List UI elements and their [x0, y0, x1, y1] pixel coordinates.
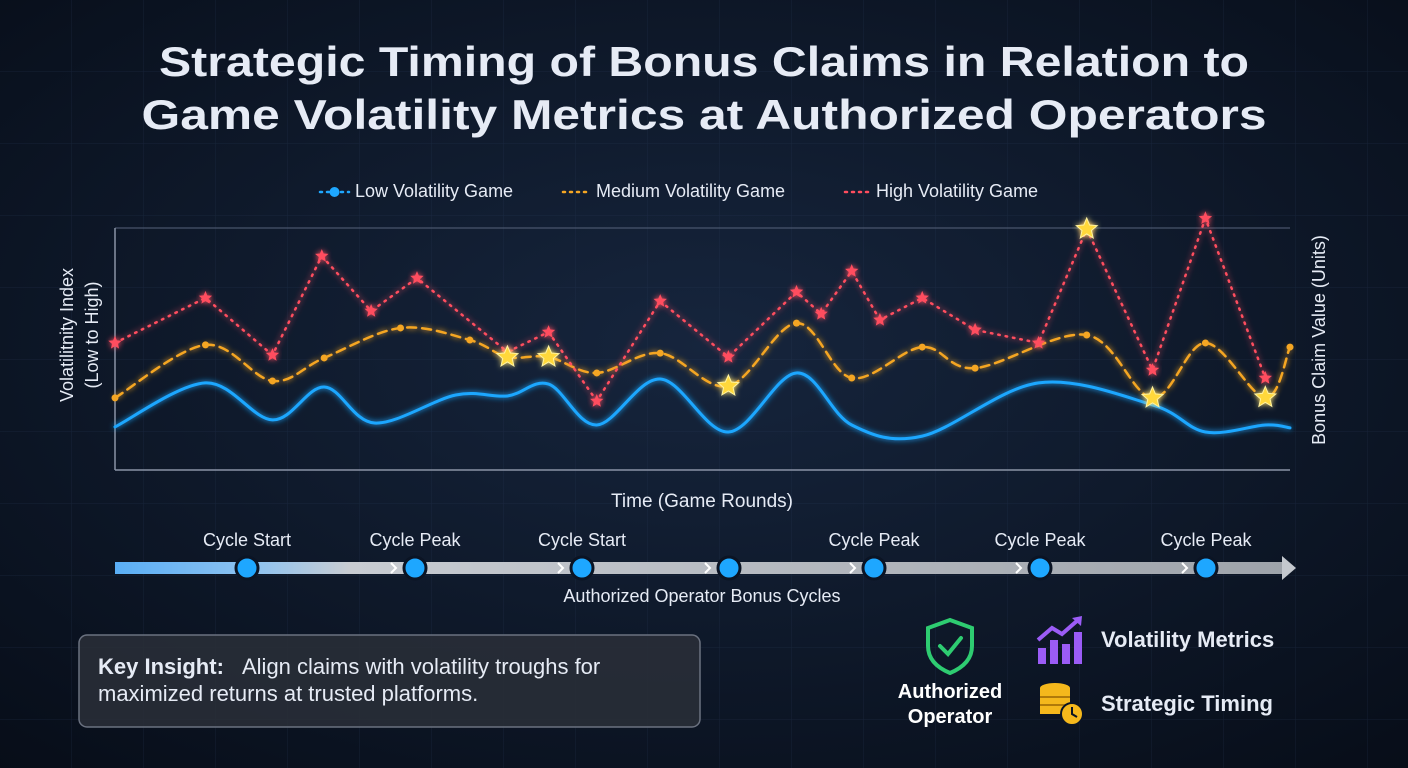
badge-metrics: Volatility Metrics: [1101, 627, 1274, 652]
point: [1145, 363, 1160, 376]
point: [320, 354, 328, 362]
timeline-node: [234, 555, 260, 581]
insight-text: maximized returns at trusted platforms.: [98, 681, 478, 706]
point: [1286, 343, 1294, 351]
claim-star: [716, 373, 741, 396]
claim-star: [536, 344, 561, 367]
timeline-chevron: [390, 562, 398, 574]
legend-swatch: [329, 187, 340, 197]
insight-label: Key Insight:: [98, 654, 224, 679]
point: [1258, 371, 1272, 384]
badge-box: Authorized Operator: [897, 681, 1003, 728]
badge-timing: Strategic Timing: [1101, 691, 1273, 716]
legend-label: Low Volatility Game: [355, 181, 513, 201]
timeline-node: [402, 555, 428, 581]
claim-star: [495, 344, 520, 367]
point: [915, 290, 929, 304]
claim-star: [1253, 385, 1278, 408]
point: [397, 324, 405, 332]
badge-authorized: Authorized Operator: [897, 681, 1003, 728]
timeline-label: Cycle Peak: [994, 530, 1086, 550]
point: [653, 294, 667, 307]
series-line: [113, 214, 1267, 404]
point: [201, 341, 209, 349]
point: [848, 374, 856, 382]
point: [265, 348, 280, 361]
timeline-arrow: [1282, 556, 1296, 580]
point: [590, 394, 604, 407]
point: [656, 349, 664, 357]
point: [814, 306, 828, 320]
timeline-chevron: [1181, 562, 1189, 574]
timeline-chevron: [849, 562, 857, 574]
chart-title: Strategic Timing of Bonus Claims in Rela…: [159, 38, 1249, 85]
timing-icon: [1040, 683, 1084, 726]
point: [968, 322, 982, 336]
insight-text: Align claims with volatility troughs for: [242, 654, 600, 679]
x-axis-label: Time (Game Rounds): [611, 491, 793, 512]
timeline-label: Cycle Peak: [1160, 530, 1252, 550]
insight-box: [78, 634, 701, 728]
series-line: [113, 371, 1292, 441]
chart-title: Game Volatility Metrics at Authorized Op…: [142, 91, 1267, 138]
point: [789, 284, 804, 298]
timeline-chevron: [1015, 562, 1023, 574]
timeline-node: [716, 555, 742, 581]
point: [1083, 331, 1091, 339]
timeline-chevron: [704, 562, 712, 574]
point: [1031, 335, 1046, 349]
y2-axis-label: Bonus Claim Value (Units): [1309, 235, 1329, 445]
point: [593, 369, 601, 377]
timeline-label: Cycle Peak: [369, 530, 461, 550]
point: [845, 264, 859, 277]
timeline-bar: [115, 562, 1287, 574]
point: [721, 350, 735, 363]
y-axis-label: (Low to High): [82, 281, 102, 388]
point: [111, 394, 119, 402]
point: [793, 319, 800, 327]
shield-icon: [926, 617, 974, 676]
point: [315, 249, 329, 262]
point: [268, 377, 276, 385]
claim-star: [1140, 385, 1165, 408]
point: [873, 313, 887, 326]
timeline-node: [861, 555, 887, 581]
timeline-title: Authorized Operator Bonus Cycles: [563, 586, 840, 606]
point: [1198, 211, 1213, 224]
point: [466, 336, 474, 344]
point: [918, 343, 926, 351]
point: [108, 335, 122, 349]
metrics-icon: [1036, 616, 1082, 664]
point: [1201, 339, 1209, 347]
timeline-label: Cycle Start: [203, 530, 291, 550]
timeline-node: [569, 555, 595, 581]
y-axis-label: Volatilitnity Index: [57, 268, 77, 402]
point: [198, 290, 213, 304]
legend-label: Medium Volatility Game: [596, 181, 785, 201]
timeline-chevron: [557, 562, 565, 574]
point: [364, 304, 378, 317]
timeline-label: Cycle Start: [538, 530, 626, 550]
timeline-label: Cycle Peak: [828, 530, 920, 550]
point: [410, 271, 424, 284]
point: [541, 325, 556, 338]
point: [971, 364, 979, 372]
claim-star: [1075, 216, 1099, 239]
legend-label: High Volatility Game: [876, 181, 1038, 201]
timeline-node: [1027, 555, 1053, 581]
timeline-node: [1193, 555, 1219, 581]
